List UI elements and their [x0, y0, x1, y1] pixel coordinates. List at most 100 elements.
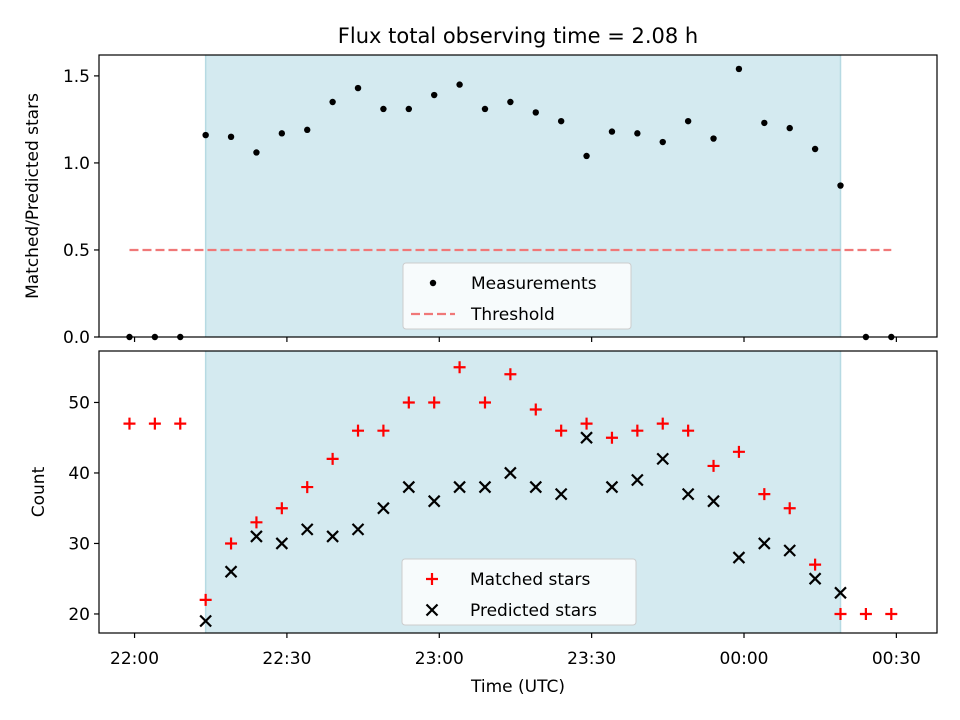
x-marker [504, 466, 517, 480]
measurement-point [405, 105, 413, 113]
plus-marker [504, 368, 517, 381]
plus-marker [402, 396, 415, 409]
plus-marker [174, 417, 187, 430]
matched-stars-point [174, 417, 187, 430]
measurement-point [786, 124, 793, 132]
measurement-point [811, 145, 819, 153]
x-marker [834, 586, 847, 600]
x-marker [300, 523, 314, 536]
matched-stars-point [377, 424, 390, 437]
plus-marker [834, 607, 847, 620]
matched-stars-point [275, 502, 288, 515]
y-axis-label-count: Count [29, 466, 49, 517]
measurement-point [557, 117, 565, 125]
measurement-point [735, 65, 743, 73]
y-tick-label: 1.0 [63, 154, 90, 174]
predicted-stars-point [681, 487, 695, 501]
x-marker [377, 501, 390, 515]
predicted-stars-point [326, 530, 339, 543]
measurement-point [278, 130, 286, 137]
plus-marker [732, 445, 745, 458]
legend-x-marker [425, 603, 439, 617]
plus-marker [148, 417, 161, 430]
legend-plus-marker [426, 573, 438, 585]
predicted-stars-point [300, 523, 314, 536]
y-tick-label: 1.5 [63, 67, 90, 87]
legend-box [401, 558, 637, 626]
measurement-point [761, 119, 768, 127]
measurement-point [659, 138, 666, 146]
y-tick-label: 20 [68, 605, 90, 625]
y-tick-label: 0.5 [63, 241, 90, 261]
legend-label: Threshold [470, 305, 555, 325]
predicted-stars-point [453, 480, 466, 494]
plot-layer: 0.0 0.5 1.0 1.5 Measurements Threshold 20 30 40 5… [63, 54, 938, 669]
matched-stars-point [123, 417, 136, 430]
plus-marker [605, 431, 618, 444]
x-marker [656, 452, 670, 466]
predicted-stars-point [224, 565, 238, 578]
plus-marker [453, 361, 466, 374]
x-marker [808, 572, 822, 585]
y-tick-label: 30 [68, 534, 90, 554]
x-tick-label: 22:00 [110, 649, 159, 669]
plus-marker [225, 537, 238, 550]
x-marker [554, 487, 568, 501]
plus-marker [580, 417, 593, 430]
plus-marker [478, 396, 491, 409]
x-marker [453, 480, 466, 494]
predicted-stars-point [554, 487, 568, 501]
y-tick-label: 0.0 [63, 328, 90, 348]
plus-marker [707, 459, 720, 472]
matched-stars-point [326, 452, 339, 465]
y-axis-label-ratio: Matched/Predicted stars [23, 93, 43, 299]
legend-box [402, 262, 632, 330]
measurement-point [456, 81, 463, 88]
plus-marker [885, 607, 898, 620]
matched-stars-point [301, 481, 314, 494]
measurement-point [431, 91, 438, 99]
measurement-point [227, 133, 235, 141]
predicted-stars-point [808, 572, 822, 585]
plus-marker [199, 593, 212, 606]
predicted-stars-point [656, 452, 670, 466]
matched-stars-point [555, 424, 568, 437]
x-marker [580, 431, 593, 444]
x-marker [783, 544, 796, 557]
measurement-point [684, 117, 692, 125]
x-tick-label: 00:00 [720, 649, 769, 669]
matched-stars-point [682, 424, 695, 437]
measurement-point [608, 128, 616, 135]
measurement-point [380, 105, 387, 113]
predicted-stars-point [529, 480, 543, 494]
plus-marker [809, 558, 822, 571]
predicted-stars-point [351, 523, 365, 536]
measurement-point [710, 135, 717, 142]
plus-marker [682, 424, 695, 437]
matched-stars-point [148, 417, 161, 430]
plus-marker [859, 607, 872, 620]
predicted-stars-point [605, 480, 619, 494]
y-tick-label: 50 [68, 393, 90, 413]
legend-label: Matched stars [470, 570, 590, 590]
matched-stars-point [580, 417, 593, 430]
measurement-point [329, 98, 336, 106]
matched-stars-point [504, 368, 517, 381]
matched-stars-point [478, 396, 491, 409]
matched-stars-point [605, 431, 618, 444]
x-marker [478, 480, 492, 494]
matched-stars-point [402, 396, 415, 409]
plus-marker [783, 502, 796, 515]
measurement-point [837, 182, 844, 189]
predicted-stars-point [402, 480, 416, 494]
x-marker [707, 494, 720, 508]
legend-dot-marker [429, 279, 437, 287]
x-marker [631, 473, 644, 487]
predicted-stars-point [427, 494, 441, 508]
plus-marker [123, 417, 136, 430]
legend-label: Measurements [471, 274, 597, 294]
predicted-stars-point [377, 501, 390, 515]
plus-marker [631, 424, 644, 437]
plus-marker [275, 502, 288, 515]
